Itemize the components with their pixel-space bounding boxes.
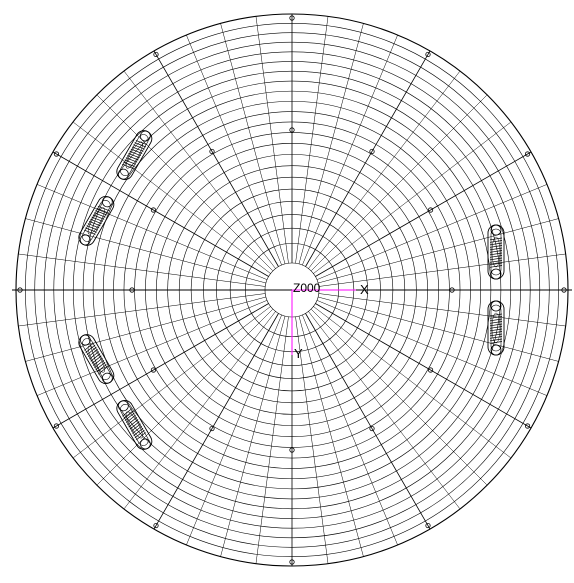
coil-spring: [116, 130, 153, 180]
mesh-spoke: [308, 70, 461, 269]
x-axis-label: X: [360, 282, 369, 297]
y-axis-label: Y: [294, 346, 303, 361]
node-marker: [150, 367, 157, 373]
mesh-spoke: [298, 316, 364, 557]
mesh-spoke: [186, 34, 282, 266]
node-marker: [427, 207, 434, 213]
mesh-spoke: [318, 293, 566, 327]
mesh-spoke: [96, 308, 274, 486]
node-marker: [289, 447, 295, 453]
mesh-spoke: [96, 94, 274, 272]
node-marker: [561, 287, 567, 293]
mesh-spoke: [18, 293, 266, 327]
mesh-spoke: [302, 314, 398, 546]
mesh-spoke: [123, 311, 276, 510]
node-marker: [17, 287, 23, 293]
mesh-spoke: [123, 70, 276, 269]
mesh-spoke: [72, 121, 271, 274]
node-marker: [289, 559, 295, 565]
mesh-spoke: [255, 16, 289, 264]
mesh-spoke: [36, 184, 268, 280]
coil-spring: [487, 300, 505, 356]
node-marker: [53, 423, 60, 429]
node-marker: [209, 148, 215, 155]
mesh-spoke: [305, 313, 431, 530]
mesh-spoke: [255, 316, 289, 564]
mesh-spoke: [220, 23, 286, 264]
spring-assemblies: [78, 130, 505, 450]
mesh-spoke: [315, 303, 532, 429]
mesh-spoke: [310, 94, 488, 272]
mesh-spoke: [186, 314, 282, 546]
node-marker: [427, 367, 434, 373]
node-marker: [150, 207, 157, 213]
coil-spring: [78, 196, 115, 246]
node-marker: [53, 151, 60, 157]
node-marker: [369, 148, 375, 155]
mesh-spoke: [153, 313, 279, 530]
coil-spring: [116, 400, 153, 450]
node-marker: [129, 287, 135, 293]
spring-pair-upper-left: [78, 130, 153, 246]
mesh-spoke: [318, 253, 566, 287]
coil-spring: [487, 224, 505, 280]
mesh-spoke: [18, 253, 266, 287]
node-marker: [153, 51, 159, 58]
coordinate-axes: X Y Z000: [291, 281, 369, 361]
coil-spring: [78, 334, 115, 384]
node-marker: [449, 287, 455, 293]
mesh-spoke: [316, 184, 548, 280]
mesh-spoke: [313, 121, 512, 274]
node-marker: [289, 15, 295, 21]
mesh-spoke: [316, 300, 548, 396]
mesh-spoke: [25, 218, 266, 284]
node-marker: [425, 51, 431, 58]
mesh-spoke: [298, 23, 364, 264]
mesh-spoke: [302, 34, 398, 266]
node-marker: [425, 522, 431, 529]
mesh-spoke: [72, 306, 271, 459]
mesh-spoke: [153, 50, 279, 267]
mesh-spoke: [318, 296, 559, 362]
node-marker: [369, 425, 375, 432]
mesh-spoke: [220, 316, 286, 557]
spring-pair-lower-left: [78, 334, 153, 450]
origin-label: Z000: [293, 281, 321, 295]
node-markers: [17, 15, 567, 565]
mesh-spoke: [295, 16, 329, 264]
node-marker: [289, 127, 295, 133]
mesh-spoke: [315, 151, 532, 277]
node-marker: [524, 151, 531, 157]
mesh-spoke: [52, 151, 269, 277]
node-marker: [209, 425, 215, 432]
mesh-spoke: [295, 316, 329, 564]
mesh-spoke: [313, 306, 512, 459]
mesh-spoke: [308, 311, 461, 510]
mesh-spoke: [318, 218, 559, 284]
spring-pair-right: [487, 224, 505, 356]
node-marker: [153, 522, 159, 529]
mesh-spoke: [52, 303, 269, 429]
mesh-spoke: [305, 50, 431, 267]
mesh-spoke: [310, 308, 488, 486]
node-marker: [524, 423, 531, 429]
mesh-spoke: [36, 300, 268, 396]
mesh-spoke: [25, 296, 266, 362]
